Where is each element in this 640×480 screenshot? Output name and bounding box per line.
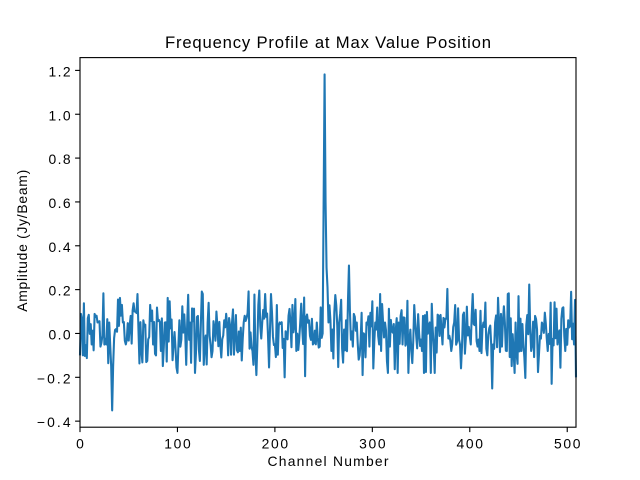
svg-text:200: 200 [262,435,289,451]
svg-text:300: 300 [359,435,386,451]
svg-text:Channel Number: Channel Number [268,453,389,469]
svg-text:1.2: 1.2 [49,63,71,79]
svg-text:0.8: 0.8 [49,151,71,167]
svg-text:0.4: 0.4 [49,239,71,255]
svg-text:0: 0 [76,435,84,451]
svg-text:−0.4: −0.4 [37,414,71,430]
svg-text:0.2: 0.2 [49,283,71,299]
svg-text:500: 500 [554,435,581,451]
svg-text:400: 400 [457,435,484,451]
svg-text:100: 100 [164,435,191,451]
svg-text:−0.2: −0.2 [37,370,71,386]
svg-text:0.6: 0.6 [49,195,71,211]
svg-text:0.0: 0.0 [49,326,71,342]
svg-text:1.0: 1.0 [49,107,71,123]
svg-text:Amplitude (Jy/Beam): Amplitude (Jy/Beam) [14,170,30,312]
svg-text:Frequency Profile at Max Value: Frequency Profile at Max Value Position [165,33,491,52]
